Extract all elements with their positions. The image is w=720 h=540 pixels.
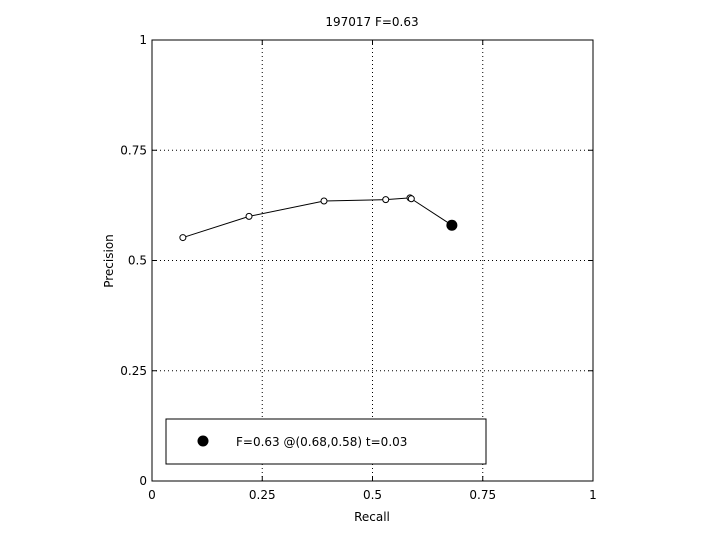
data-point bbox=[382, 196, 390, 204]
x-tick-label: 1 bbox=[589, 488, 597, 502]
grid bbox=[152, 40, 593, 481]
chart-title: 197017 F=0.63 bbox=[325, 15, 418, 29]
y-axis-label: Precision bbox=[102, 234, 116, 288]
data-point bbox=[179, 234, 187, 242]
x-tick-label: 0.25 bbox=[249, 488, 276, 502]
axis-ticks: 0 0.25 0.5 0.75 1 0 0.25 0.5 0.75 1 bbox=[120, 33, 597, 502]
y-tick-label: 0.75 bbox=[120, 143, 147, 157]
best-f-point bbox=[446, 219, 458, 231]
x-tick-label: 0.5 bbox=[363, 488, 382, 502]
y-tick-label: 0.25 bbox=[120, 364, 147, 378]
series-layer bbox=[179, 194, 458, 242]
data-point bbox=[407, 195, 415, 203]
x-tick-label: 0.75 bbox=[469, 488, 496, 502]
data-point bbox=[245, 212, 253, 220]
y-tick-label: 1 bbox=[139, 33, 147, 47]
data-point bbox=[320, 197, 328, 205]
y-tick-label: 0 bbox=[139, 474, 147, 488]
legend: F=0.63 @(0.68,0.58) t=0.03 bbox=[165, 418, 487, 465]
legend-box bbox=[165, 418, 487, 465]
x-tick-label: 0 bbox=[148, 488, 156, 502]
y-tick-label: 0.5 bbox=[128, 254, 147, 268]
x-axis-label: Recall bbox=[354, 510, 390, 524]
legend-marker bbox=[197, 435, 209, 447]
series-line bbox=[182, 197, 453, 239]
legend-entry-label: F=0.63 @(0.68,0.58) t=0.03 bbox=[236, 435, 407, 449]
